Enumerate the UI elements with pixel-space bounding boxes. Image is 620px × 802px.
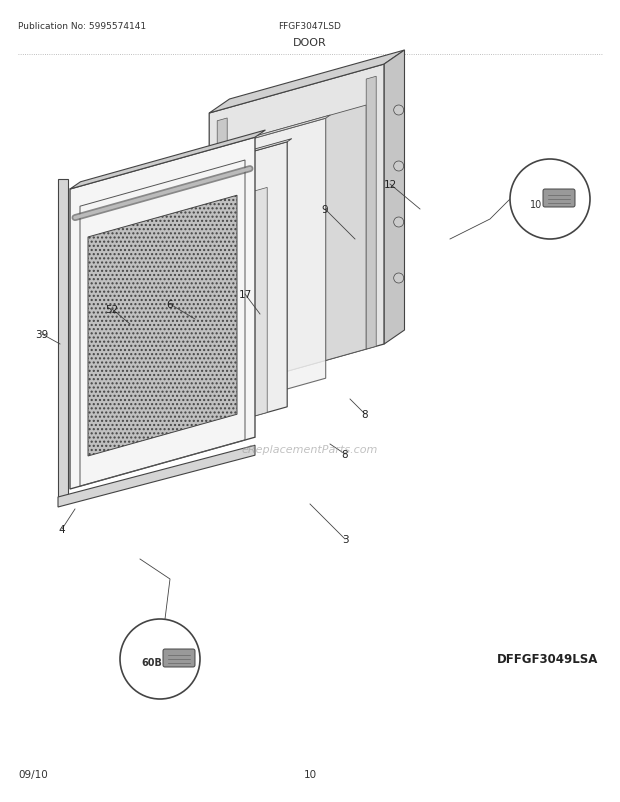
Polygon shape: [70, 138, 255, 489]
FancyBboxPatch shape: [543, 190, 575, 208]
Text: 17: 17: [238, 290, 252, 300]
Polygon shape: [58, 180, 68, 497]
Polygon shape: [366, 77, 376, 350]
Polygon shape: [58, 446, 255, 508]
Circle shape: [120, 619, 200, 699]
Circle shape: [394, 217, 404, 228]
Text: 8: 8: [361, 410, 368, 419]
Text: 12: 12: [383, 180, 397, 190]
Polygon shape: [227, 106, 366, 388]
Text: 3: 3: [342, 534, 348, 545]
Text: 6: 6: [167, 300, 174, 310]
Circle shape: [394, 106, 404, 115]
Text: FFGF3047LSD: FFGF3047LSD: [278, 22, 342, 31]
Text: Publication No: 5995574141: Publication No: 5995574141: [18, 22, 146, 31]
Circle shape: [394, 162, 404, 172]
Text: 4: 4: [59, 525, 65, 534]
Polygon shape: [122, 140, 292, 188]
Polygon shape: [122, 143, 287, 453]
Polygon shape: [88, 196, 237, 456]
Text: DFFGF3049LSA: DFFGF3049LSA: [497, 653, 598, 666]
Text: eReplacementParts.com: eReplacementParts.com: [242, 444, 378, 455]
Text: 9: 9: [322, 205, 329, 215]
Circle shape: [510, 160, 590, 240]
FancyBboxPatch shape: [163, 649, 195, 667]
Polygon shape: [217, 119, 227, 391]
Polygon shape: [166, 119, 326, 423]
Polygon shape: [70, 131, 265, 190]
Text: 8: 8: [342, 449, 348, 460]
Text: 10: 10: [303, 769, 317, 779]
Text: 52: 52: [105, 305, 118, 314]
Text: 39: 39: [35, 330, 48, 339]
Text: 10: 10: [530, 200, 542, 210]
Text: 09/10: 09/10: [18, 769, 48, 779]
Polygon shape: [209, 65, 384, 394]
Text: 60B: 60B: [141, 657, 162, 667]
Circle shape: [394, 273, 404, 284]
Polygon shape: [166, 115, 330, 164]
Polygon shape: [209, 51, 404, 114]
Polygon shape: [142, 188, 267, 448]
Polygon shape: [384, 51, 404, 345]
Text: DOOR: DOOR: [293, 38, 327, 48]
